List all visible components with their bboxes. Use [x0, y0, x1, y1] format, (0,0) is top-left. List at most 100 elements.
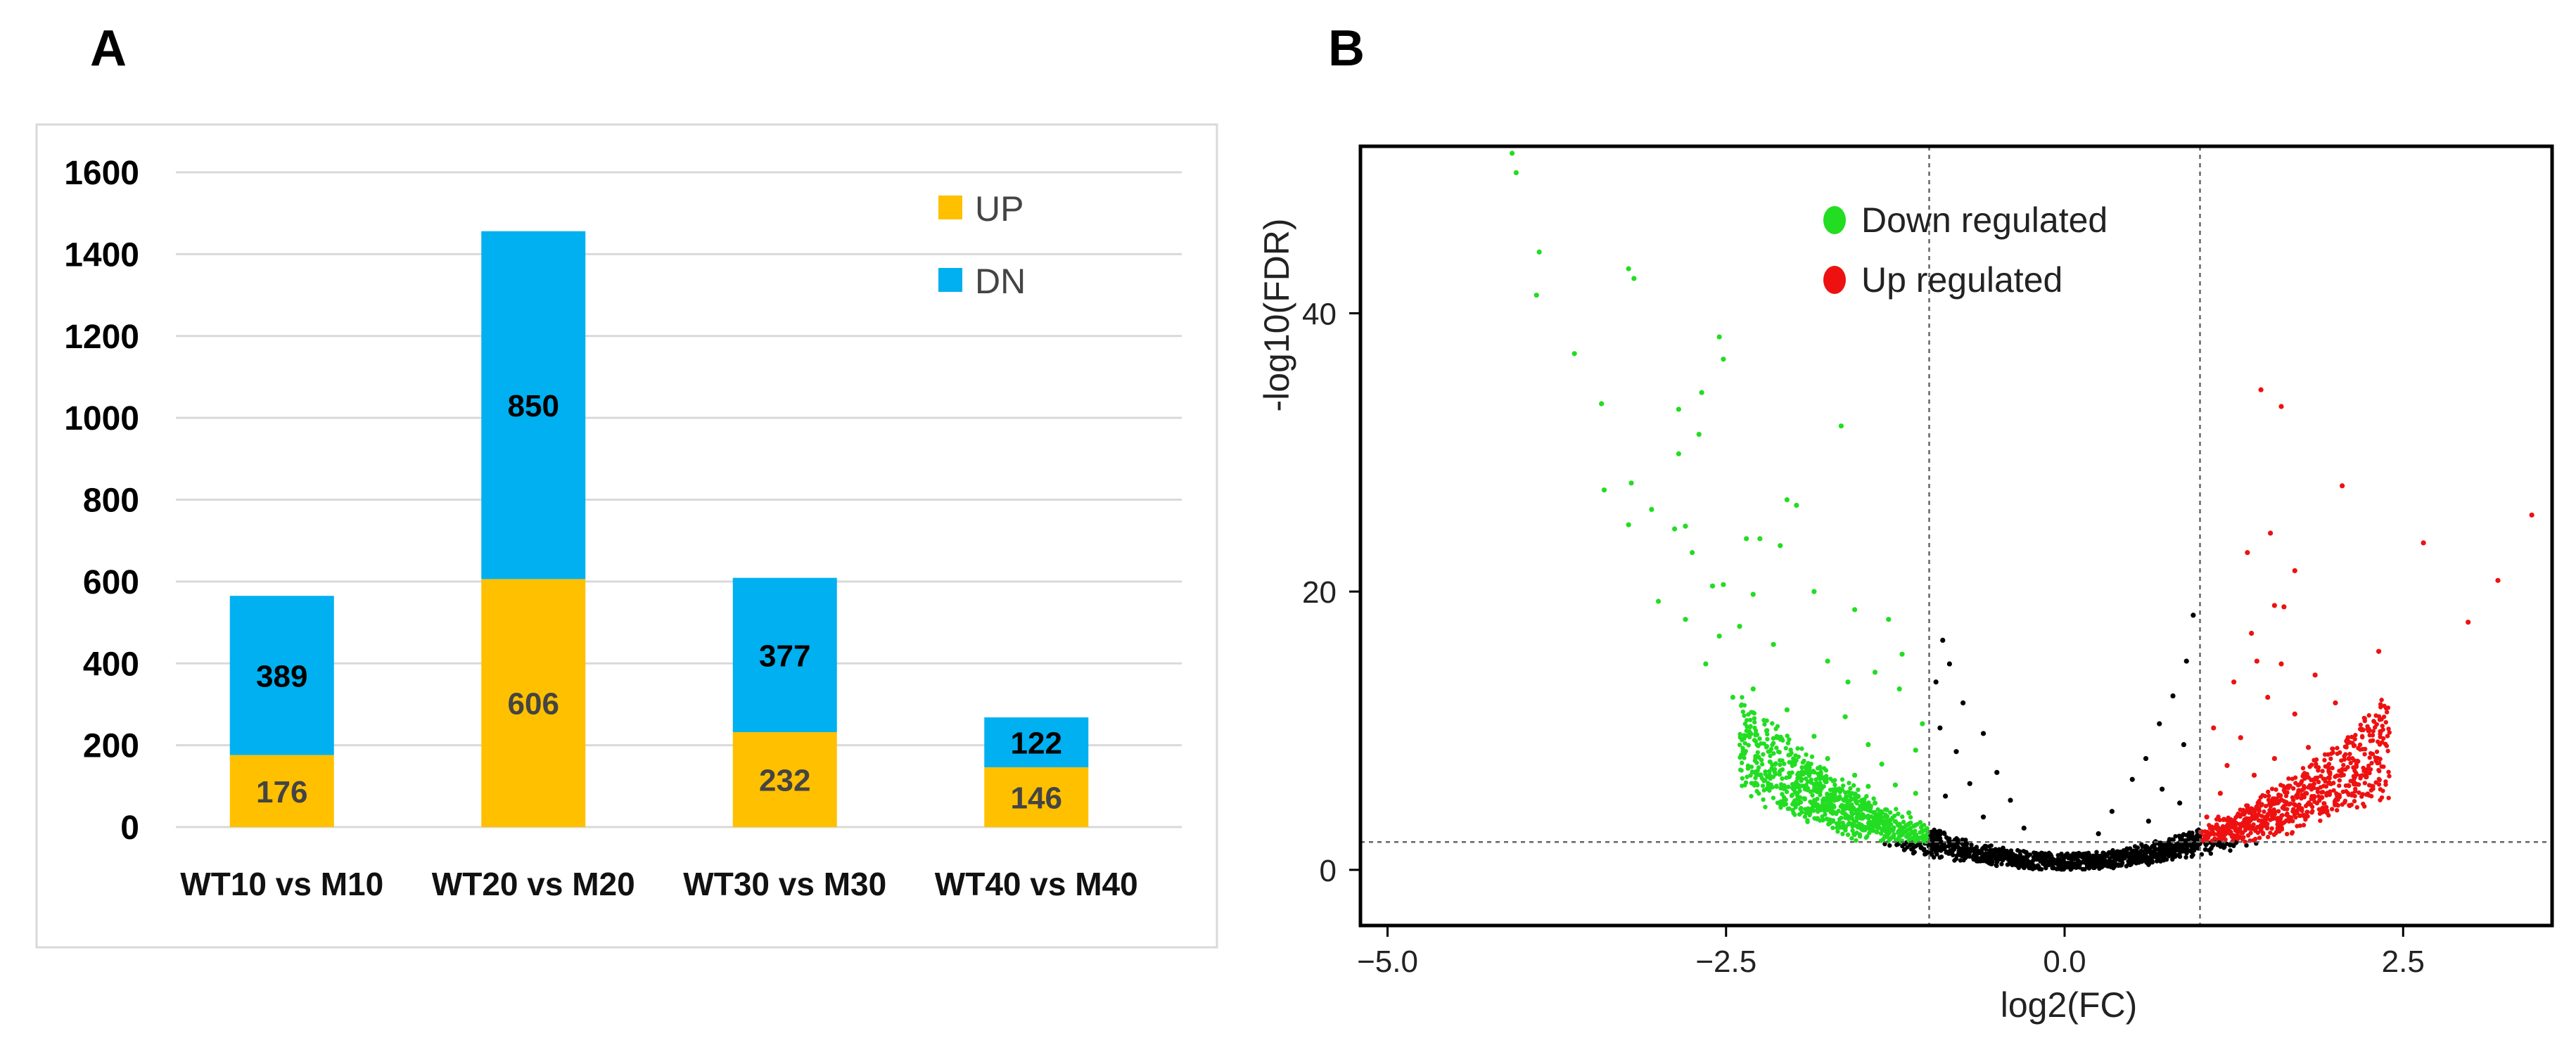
point-density: [2190, 833, 2195, 838]
point-density: [2359, 773, 2365, 778]
point-density: [2331, 781, 2336, 786]
point-density: [1913, 839, 1918, 844]
point-density: [2337, 778, 2342, 783]
point-density: [1849, 835, 1854, 841]
point-not-significant: [2177, 800, 2183, 806]
y-tick-label: 200: [83, 728, 139, 765]
point-density: [1866, 816, 1871, 821]
point-density: [2362, 752, 2367, 757]
point-not-significant: [2181, 742, 2186, 748]
point-density: [1737, 767, 1743, 772]
bar-chart-category-labels: WT10 vs M10 WT20 vs M20 WT30 vs M30 WT40 vs…: [180, 866, 1137, 902]
point-density: [2231, 818, 2237, 823]
point-density: [1764, 731, 1770, 737]
point-down-regulated: [1825, 658, 1830, 664]
point-density: [2268, 831, 2273, 835]
point-density: [2316, 794, 2321, 799]
data-label: 146: [1011, 781, 1062, 816]
point-down-regulated: [1628, 480, 1634, 486]
point-density: [2240, 836, 2245, 842]
point-density: [1742, 755, 1747, 760]
point-density: [2351, 774, 2357, 779]
point-down-regulated: [1721, 582, 1726, 587]
point-density: [1892, 813, 1897, 819]
point-density: [1969, 843, 1974, 847]
point-density: [1988, 850, 1993, 854]
point-density: [2372, 725, 2378, 730]
point-density: [2364, 792, 2369, 798]
point-density: [2084, 857, 2089, 863]
point-density: [2378, 729, 2383, 735]
point-density: [1774, 745, 1779, 750]
point-density: [2244, 843, 2249, 848]
point-density: [1939, 842, 1945, 847]
point-density: [1799, 746, 1804, 751]
point-density: [2326, 762, 2332, 767]
point-density: [2319, 790, 2324, 795]
point-density: [1759, 776, 1764, 781]
point-density: [2064, 861, 2070, 866]
point-density: [2297, 782, 2302, 787]
point-density: [2343, 752, 2348, 757]
point-density: [2362, 746, 2368, 752]
point-density: [1783, 802, 1789, 807]
point-density: [1799, 765, 1804, 770]
point-density: [2300, 808, 2304, 813]
point-not-significant: [1933, 679, 1939, 685]
point-density: [2256, 818, 2262, 823]
point-density: [1832, 782, 1837, 788]
point-density: [1757, 736, 1762, 741]
bar-segment-dn: [229, 596, 334, 755]
point-density: [2345, 735, 2351, 740]
point-density: [1770, 762, 1775, 767]
point-density: [1777, 757, 1783, 763]
point-up-regulated: [2258, 387, 2264, 392]
point-up-regulated: [2376, 648, 2382, 654]
point-density: [1876, 817, 1881, 822]
point-density: [1763, 769, 1768, 774]
point-down-regulated: [1699, 390, 1704, 395]
point-not-significant: [1980, 731, 1987, 736]
point-density: [1818, 764, 1823, 769]
point-density: [1992, 854, 1998, 860]
point-density: [2236, 836, 2240, 841]
point-density: [1892, 825, 1896, 830]
point-density: [2290, 819, 2295, 824]
point-density: [1835, 788, 1839, 793]
point-density: [2182, 842, 2188, 847]
point-density: [2310, 809, 2315, 814]
point-density: [2110, 851, 2115, 856]
y-tick-label: 800: [83, 482, 139, 520]
point-density: [1755, 768, 1760, 773]
point-density: [1821, 800, 1825, 805]
point-down-regulated: [1811, 734, 1817, 739]
point-not-significant: [2096, 831, 2101, 837]
point-density: [2375, 755, 2380, 761]
point-density: [2269, 786, 2275, 791]
point-density: [2240, 809, 2245, 814]
point-density: [2177, 835, 2183, 840]
point-density: [1761, 752, 1766, 757]
point-density: [2318, 818, 2323, 824]
point-up-regulated: [2271, 755, 2277, 762]
point-density: [1752, 783, 1757, 788]
point-not-significant: [2143, 755, 2149, 762]
point-density: [1790, 786, 1795, 790]
point-density: [2050, 865, 2055, 871]
point-density: [1796, 754, 1802, 760]
point-down-regulated: [1784, 707, 1790, 712]
point-density: [1797, 798, 1802, 802]
point-density: [2214, 822, 2219, 827]
point-up-regulated: [2278, 661, 2284, 667]
point-density: [2335, 793, 2340, 798]
point-density: [1769, 766, 1774, 771]
point-density: [2275, 821, 2280, 827]
point-density: [2152, 849, 2157, 854]
point-density: [2023, 862, 2029, 868]
point-up-regulated: [2238, 735, 2243, 741]
point-density: [1787, 806, 1792, 811]
point-up-regulated: [2204, 814, 2210, 820]
panel-a-label: A: [90, 20, 127, 77]
point-density: [1910, 835, 1915, 841]
